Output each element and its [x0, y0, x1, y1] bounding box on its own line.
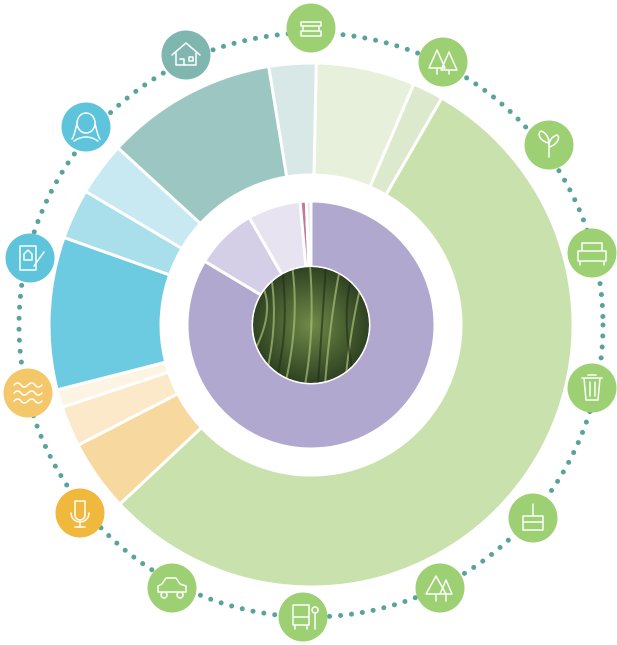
- icon: [418, 37, 468, 87]
- icon-circle: [567, 363, 617, 413]
- icon: [3, 368, 53, 418]
- icon-circle: [61, 102, 111, 152]
- icon: [567, 228, 617, 278]
- icons: [3, 3, 617, 642]
- donut-segment: [118, 96, 575, 589]
- icon-glyph: [292, 604, 319, 630]
- icon: [567, 363, 617, 413]
- icon: [147, 563, 197, 613]
- rings: [47, 61, 575, 589]
- icon: [55, 488, 105, 538]
- icon-circle: [286, 3, 336, 53]
- icon: [524, 120, 574, 170]
- icon-circle: [161, 30, 211, 80]
- icon-glyph: [19, 245, 45, 271]
- icon-glyph: [428, 49, 458, 75]
- icon-circle: [567, 228, 617, 278]
- icon: [508, 493, 558, 543]
- icon-glyph: [171, 42, 201, 66]
- icon-glyph: [157, 577, 187, 599]
- icon: [415, 563, 465, 613]
- icon: [286, 3, 336, 53]
- icon: [278, 592, 328, 642]
- icon-circle: [55, 488, 105, 538]
- icon-glyph: [300, 21, 322, 37]
- icon-glyph: [425, 575, 453, 602]
- icon-circle: [5, 233, 55, 283]
- donut-segment: [267, 61, 318, 179]
- donut-segment: [304, 199, 313, 269]
- icon-glyph: [71, 112, 101, 142]
- icon-circle: [508, 493, 558, 543]
- icon: [61, 102, 111, 152]
- icon: [161, 30, 211, 80]
- icon-circle: [147, 563, 197, 613]
- icon-glyph: [70, 500, 90, 528]
- icon-glyph: [13, 382, 43, 404]
- icon-circle: [415, 563, 465, 613]
- icon-glyph: [538, 130, 560, 158]
- icon-glyph: [522, 503, 544, 531]
- icon: [5, 233, 55, 283]
- icon-glyph: [581, 374, 603, 401]
- icon-glyph: [577, 242, 607, 266]
